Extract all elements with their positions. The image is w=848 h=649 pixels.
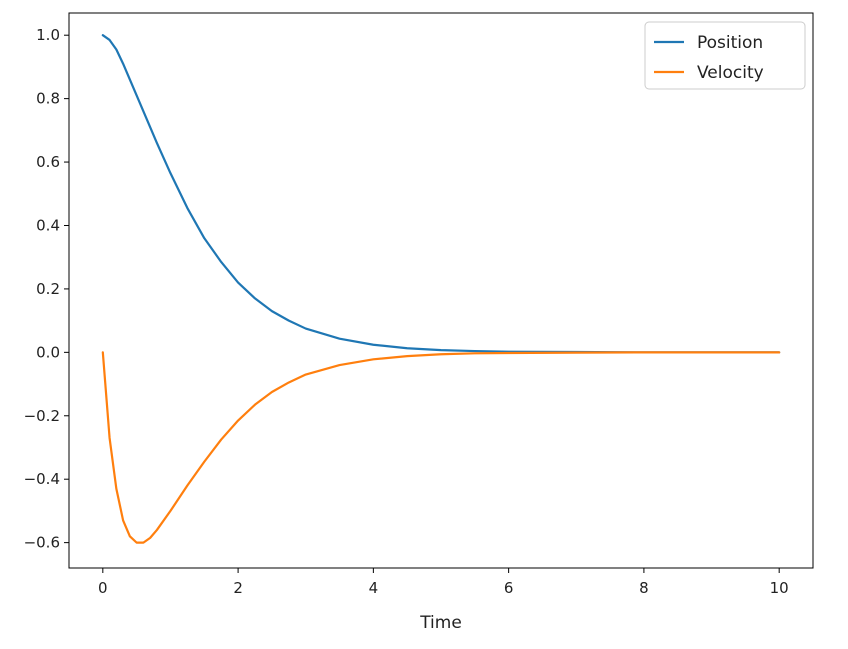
x-tick-label: 10	[770, 579, 789, 597]
legend-label-velocity: Velocity	[697, 63, 764, 83]
y-tick-label: −0.4	[24, 470, 60, 488]
x-axis-label: Time	[419, 613, 462, 633]
y-tick-label: 0.0	[36, 343, 60, 361]
legend-box	[644, 21, 806, 90]
plot-frame	[68, 12, 814, 569]
y-tick-label: 1.0	[36, 26, 60, 44]
y-tick-label: 0.6	[36, 153, 60, 171]
y-tick-label: −0.2	[24, 407, 60, 425]
x-tick-label: 4	[369, 579, 379, 597]
y-tick-label: 0.4	[36, 216, 60, 234]
x-tick-label: 8	[639, 579, 649, 597]
y-tick-label: 0.2	[36, 280, 60, 298]
series-layer	[101, 34, 781, 544]
x-tick-label: 0	[98, 579, 108, 597]
x-axis-ticks: 0 2 4 6 8 10	[98, 568, 789, 597]
y-tick-label: 0.8	[36, 90, 60, 108]
legend: Position Velocity	[644, 21, 806, 90]
series-line-velocity	[101, 351, 781, 544]
y-tick-label: −0.6	[24, 534, 60, 552]
series-line-position	[101, 34, 781, 354]
y-axis-ticks: −0.6 −0.4 −0.2 0.0 0.2 0.4 0.6 0.8 1.0	[24, 26, 69, 552]
legend-label-position: Position	[697, 33, 763, 53]
x-tick-label: 6	[504, 579, 514, 597]
x-tick-label: 2	[233, 579, 243, 597]
